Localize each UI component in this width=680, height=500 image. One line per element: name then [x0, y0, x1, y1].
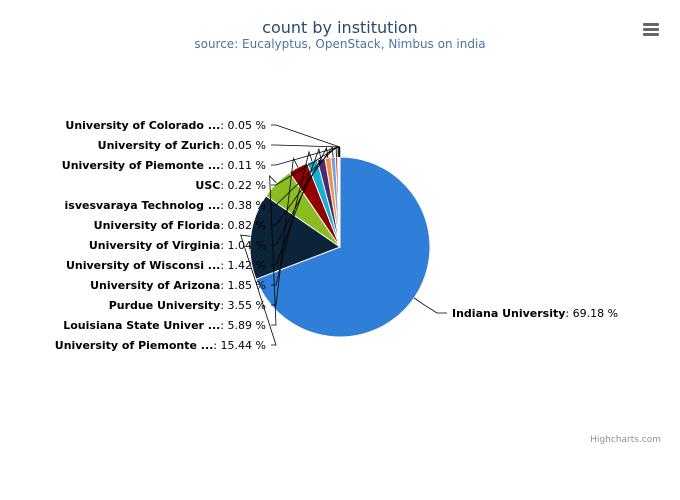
data-label: Purdue University: 3.55 % [109, 299, 266, 312]
data-label-value: : 5.89 % [220, 319, 266, 332]
data-label-value: : 3.55 % [220, 299, 266, 312]
data-label-name: University of Zurich [98, 139, 221, 152]
chart-title: count by institution [262, 18, 418, 37]
export-menu-button[interactable] [636, 18, 664, 42]
data-label-value: : 0.82 % [220, 219, 266, 232]
data-label-value: : 0.11 % [220, 159, 266, 172]
data-label-name: University of Florida [94, 219, 221, 232]
label-connector [269, 174, 277, 326]
data-label-name: University of Wisconsi ... [66, 259, 220, 272]
label-connector [271, 146, 339, 186]
hamburger-menu-icon [643, 23, 659, 36]
label-connectors [240, 124, 447, 346]
pie-slices [249, 156, 431, 338]
data-label-value: : 1.42 % [220, 259, 266, 272]
data-label-value: : 0.22 % [220, 179, 266, 192]
credits-link[interactable]: Highcharts.com [590, 435, 661, 445]
data-label-name: University of Piemonte ... [62, 159, 221, 172]
data-label: University of Piemonte ...: 0.11 % [62, 159, 266, 172]
label-connector [413, 297, 447, 314]
data-label: University of Colorado ...: 0.05 % [65, 119, 266, 132]
data-label-name: Indiana University [452, 307, 565, 320]
data-label: University of Wisconsi ...: 1.42 % [66, 259, 266, 272]
data-label: University of Virginia: 1.04 % [89, 239, 266, 252]
label-connector [240, 234, 277, 346]
label-connector [271, 146, 329, 246]
data-label-value: : 15.44 % [213, 339, 266, 352]
data-label-value: : 0.38 % [220, 199, 266, 212]
data-label-value: : 69.18 % [565, 307, 618, 320]
chart-subtitle: source: Eucalyptus, OpenStack, Nimbus on… [194, 37, 485, 51]
data-label-value: : 1.04 % [220, 239, 266, 252]
label-connector [271, 146, 334, 226]
pie-slice[interactable] [249, 195, 342, 280]
data-label: University of Piemonte ...: 15.44 % [55, 339, 266, 352]
data-label-name: University of Virginia [89, 239, 221, 252]
data-label-name: USC [195, 179, 220, 192]
data-label-name: Purdue University [109, 299, 221, 312]
data-label-name: University of Colorado ... [65, 119, 220, 132]
data-label-value: : 1.85 % [220, 279, 266, 292]
label-connector [271, 146, 340, 166]
data-label-name: University of Piemonte ... [55, 339, 214, 352]
data-label-value: : 0.05 % [220, 119, 266, 132]
data-label: Louisiana State Univer ...: 5.89 % [63, 319, 266, 332]
label-connector [271, 146, 337, 206]
data-label-name: isvesvaraya Technolog ... [65, 199, 221, 212]
data-label: University of Zurich: 0.05 % [98, 139, 266, 152]
data-label: University of Arizona: 1.85 % [90, 279, 266, 292]
label-connector [271, 150, 313, 286]
data-label-value: : 0.05 % [220, 139, 266, 152]
data-labels: Indiana University: 69.18 % University of… [55, 119, 618, 352]
data-label: USC: 0.22 % [195, 179, 266, 192]
label-connector [271, 124, 341, 158]
data-label-name: Louisiana State Univer ... [63, 319, 220, 332]
data-label: isvesvaraya Technolog ...: 0.38 % [65, 199, 267, 212]
data-label: Indiana University: 69.18 % [452, 307, 618, 320]
data-label-name: University of Arizona [90, 279, 220, 292]
label-connector [271, 147, 322, 266]
label-connector [271, 157, 299, 306]
data-label: University of Florida: 0.82 % [94, 219, 266, 232]
